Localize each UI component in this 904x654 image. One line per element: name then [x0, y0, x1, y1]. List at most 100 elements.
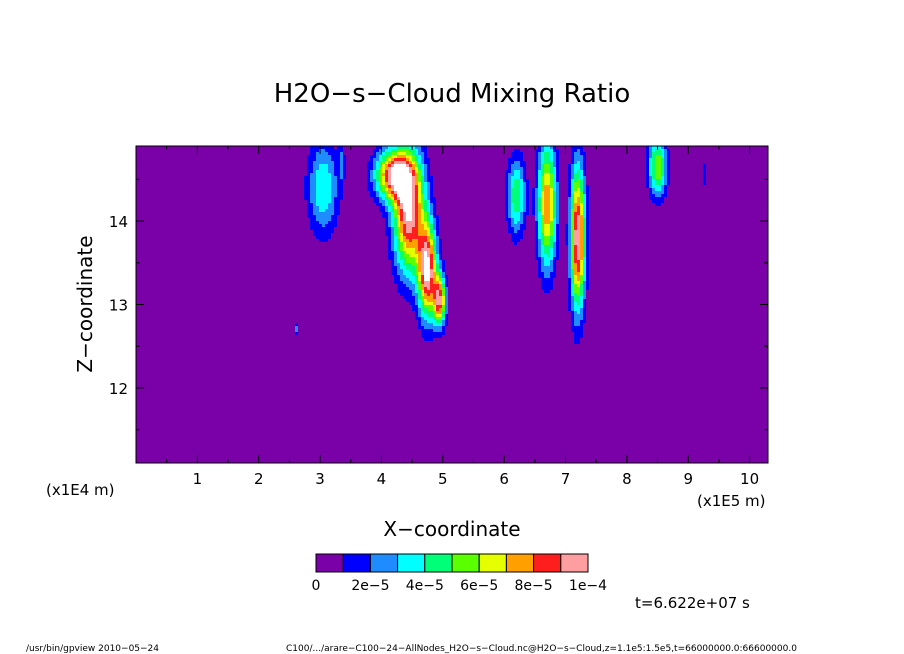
contour-cell: [409, 191, 412, 194]
contour-cell: [544, 209, 547, 212]
plot-area: [135, 145, 769, 464]
contour-cell: [517, 164, 520, 167]
contour-cell: [571, 260, 574, 263]
contour-cell: [424, 236, 427, 239]
contour-cell: [403, 290, 406, 293]
contour-cell: [412, 290, 415, 293]
contour-cell: [415, 224, 418, 227]
contour-cell: [334, 170, 337, 173]
contour-cell: [553, 254, 556, 257]
contour-cell: [550, 191, 553, 194]
contour-cell: [433, 251, 436, 254]
contour-cell: [403, 233, 406, 236]
contour-cell: [535, 239, 538, 242]
contour-cell: [508, 173, 511, 176]
contour-cell: [379, 146, 382, 149]
contour-cell: [541, 185, 544, 188]
contour-cell: [571, 293, 574, 296]
contour-cell: [313, 188, 316, 191]
contour-cell: [430, 332, 433, 335]
chart-title: H2O−s−Cloud Mixing Ratio: [274, 79, 630, 109]
contour-cell: [547, 224, 550, 227]
contour-cell: [430, 296, 433, 299]
contour-cell: [334, 197, 337, 200]
contour-cell: [583, 167, 586, 170]
contour-cell: [310, 176, 313, 179]
contour-cell: [574, 224, 577, 227]
contour-cell: [295, 326, 298, 329]
contour-cell: [373, 179, 376, 182]
contour-cell: [409, 152, 412, 155]
contour-cell: [544, 272, 547, 275]
contour-cell: [583, 215, 586, 218]
contour-cell: [445, 290, 448, 293]
contour-cell: [322, 206, 325, 209]
contour-cell: [568, 239, 571, 242]
contour-cell: [571, 224, 574, 227]
contour-cell: [586, 212, 589, 215]
contour-cell: [547, 242, 550, 245]
contour-cell: [397, 218, 400, 221]
contour-cell: [553, 266, 556, 269]
contour-cell: [406, 275, 409, 278]
contour-cell: [430, 230, 433, 233]
contour-cell: [424, 338, 427, 341]
contour-cell: [424, 299, 427, 302]
contour-cell: [538, 167, 541, 170]
contour-cell: [658, 155, 661, 158]
contour-cell: [337, 176, 340, 179]
contour-cell: [382, 182, 385, 185]
contour-cell: [430, 317, 433, 320]
contour-cell: [382, 212, 385, 215]
contour-cell: [526, 194, 529, 197]
contour-cell: [577, 263, 580, 266]
contour-cell: [553, 272, 556, 275]
contour-cell: [322, 200, 325, 203]
contour-cell: [316, 161, 319, 164]
contour-cell: [511, 161, 514, 164]
contour-cell: [394, 275, 397, 278]
contour-cell: [385, 233, 388, 236]
contour-cell: [580, 212, 583, 215]
contour-cell: [394, 269, 397, 272]
contour-cell: [586, 254, 589, 257]
contour-cell: [430, 311, 433, 314]
contour-cell: [664, 170, 667, 173]
contour-cell: [580, 275, 583, 278]
contour-cell: [295, 323, 298, 326]
contour-cell: [403, 236, 406, 239]
colorbar-swatch: [315, 553, 344, 573]
contour-cell: [340, 164, 343, 167]
contour-cell: [394, 281, 397, 284]
contour-cell: [547, 155, 550, 158]
contour-cell: [550, 152, 553, 155]
contour-cell: [388, 149, 391, 152]
contour-cell: [583, 236, 586, 239]
contour-cell: [322, 230, 325, 233]
contour-cell: [550, 188, 553, 191]
contour-cell: [658, 161, 661, 164]
contour-cell: [580, 194, 583, 197]
contour-cell: [649, 182, 652, 185]
contour-cell: [538, 209, 541, 212]
contour-cell: [394, 215, 397, 218]
contour-cell: [385, 200, 388, 203]
contour-cell: [340, 197, 343, 200]
contour-cell: [544, 281, 547, 284]
contour-cell: [418, 203, 421, 206]
contour-cell: [661, 185, 664, 188]
contour-cell: [307, 188, 310, 191]
x-tick-label: 5: [438, 470, 448, 488]
contour-cell: [556, 221, 559, 224]
contour-cell: [553, 212, 556, 215]
contour-cell: [520, 227, 523, 230]
contour-cell: [331, 158, 334, 161]
contour-cell: [586, 272, 589, 275]
contour-cell: [574, 248, 577, 251]
contour-cell: [400, 266, 403, 269]
contour-cell: [403, 293, 406, 296]
colorbar-swatch: [424, 553, 453, 573]
contour-cell: [421, 185, 424, 188]
contour-cell: [568, 248, 571, 251]
contour-cell: [382, 173, 385, 176]
